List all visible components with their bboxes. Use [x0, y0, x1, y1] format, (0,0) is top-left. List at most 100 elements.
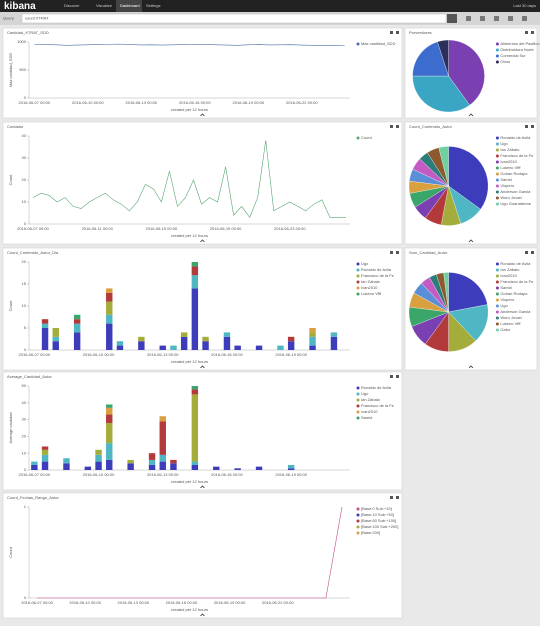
legend-swatch — [495, 268, 499, 272]
edit-icon[interactable] — [525, 251, 528, 254]
pie-slice — [438, 146, 449, 187]
nav-tab[interactable]: Dashboard — [120, 3, 140, 8]
legend-swatch — [495, 298, 499, 302]
nav-tab[interactable]: Discover — [64, 3, 80, 8]
legend-label: Vlopero — [500, 183, 515, 188]
edit-icon[interactable] — [390, 125, 393, 128]
bar-segment — [309, 332, 316, 337]
x-tick-label: 2016-06-11 00:00 — [82, 226, 114, 231]
bar-segment — [106, 443, 113, 460]
pie-slice — [412, 75, 470, 113]
close-icon[interactable] — [396, 375, 399, 378]
line-series — [32, 140, 346, 219]
close-icon[interactable] — [396, 125, 399, 128]
x-tick-label: 2016-06-07 00:00 — [19, 352, 51, 357]
bar-segment — [170, 459, 177, 464]
edit-icon[interactable] — [390, 31, 393, 34]
bar-segment — [116, 345, 124, 350]
legend-label: Anderson Garcia — [500, 309, 531, 314]
collapse-caret — [200, 613, 205, 617]
legend-swatch — [356, 531, 360, 535]
edit-icon[interactable] — [390, 375, 393, 378]
y-tick-label: 0 — [24, 467, 27, 472]
edit-icon[interactable] — [525, 125, 528, 128]
legend-swatch — [356, 42, 360, 46]
legend-swatch — [356, 262, 360, 266]
legend-label: [Base:200] — [361, 530, 380, 535]
legend-label: Ugo — [361, 391, 369, 396]
legend-swatch — [356, 280, 360, 284]
y-tick-label: 0 — [24, 221, 27, 226]
tool-icon[interactable] — [466, 16, 471, 21]
legend-label: Ugo — [361, 261, 369, 266]
tool-icon[interactable] — [494, 16, 499, 21]
edit-icon[interactable] — [525, 31, 528, 34]
legend-swatch — [495, 136, 499, 140]
nav-tab[interactable]: Visualize — [96, 3, 113, 8]
bar-segment — [202, 341, 209, 350]
panel — [2, 492, 403, 619]
bar-segment — [95, 449, 102, 455]
search-input[interactable] — [21, 13, 447, 24]
pie-slice — [443, 272, 449, 313]
bar-segment — [255, 345, 263, 350]
panel-title: Count_Contenido_Autor_Dia — [7, 250, 59, 255]
y-tick-label: 10 — [22, 199, 27, 204]
bar-segment — [106, 292, 113, 302]
search-button[interactable] — [447, 14, 457, 23]
x-tick-label: 2016-06-22 00:00 — [262, 600, 294, 605]
logo[interactable]: kibana — [4, 1, 36, 12]
close-icon[interactable] — [396, 251, 399, 254]
legend-label: Lukeno Vfff — [500, 165, 521, 170]
legend-label: Anderson Garcia — [500, 189, 531, 194]
y-tick-label: 1000 — [17, 39, 27, 44]
time-picker[interactable]: Last 30 days — [513, 3, 536, 8]
close-icon[interactable] — [531, 251, 534, 254]
legend-label: Ian Zabalo — [361, 279, 381, 284]
legend-swatch — [495, 292, 499, 296]
legend-label: Ivan2010 — [500, 159, 517, 164]
tool-icon[interactable] — [522, 16, 527, 21]
bar-segment — [213, 466, 220, 470]
nav-tab[interactable]: Settings — [146, 3, 160, 8]
legend-swatch — [356, 507, 360, 511]
y-axis-label: Average cantidad — [8, 412, 13, 443]
y-tick-label: 0 — [24, 347, 27, 352]
tool-icon[interactable] — [480, 16, 485, 21]
bar-segment — [191, 288, 199, 350]
tool-icon[interactable] — [508, 16, 513, 21]
legend-swatch — [495, 142, 499, 146]
y-axis-label: Count — [8, 174, 13, 186]
close-icon[interactable] — [396, 496, 399, 499]
bar-segment — [106, 459, 113, 470]
bar-segment — [63, 458, 70, 464]
legend-swatch — [495, 280, 499, 284]
x-tick-label: 2016-06-10 00:00 — [83, 472, 115, 477]
pie-slice — [448, 146, 489, 210]
line-series — [37, 506, 343, 599]
y-tick-label: 5 — [24, 325, 27, 330]
y-tick-label: 30 — [22, 155, 27, 160]
y-tick-label: 20 — [22, 433, 27, 438]
bar-segment — [127, 459, 134, 464]
edit-icon[interactable] — [390, 251, 393, 254]
bar-segment — [52, 336, 59, 342]
y-tick-label: 40 — [22, 133, 27, 138]
close-icon[interactable] — [396, 31, 399, 34]
legend-swatch — [495, 60, 499, 64]
bar-segment — [52, 341, 59, 350]
legend-swatch — [495, 184, 499, 188]
close-icon[interactable] — [531, 125, 534, 128]
x-tick-label: 2016-06-16 00:00 — [211, 352, 243, 357]
legend-label: Ronaldo de Avila — [361, 267, 392, 272]
close-icon[interactable] — [531, 31, 534, 34]
edit-icon[interactable] — [390, 496, 393, 499]
toolbar — [466, 16, 527, 21]
bar-segment — [223, 336, 231, 350]
y-tick-label: 1 — [24, 504, 27, 509]
search-text[interactable]: count:XTRAT — [25, 16, 49, 21]
panel-title: Average_Cantidad_Autor — [7, 374, 53, 379]
panel-title: Contador — [7, 124, 24, 129]
legend-swatch — [356, 525, 360, 529]
